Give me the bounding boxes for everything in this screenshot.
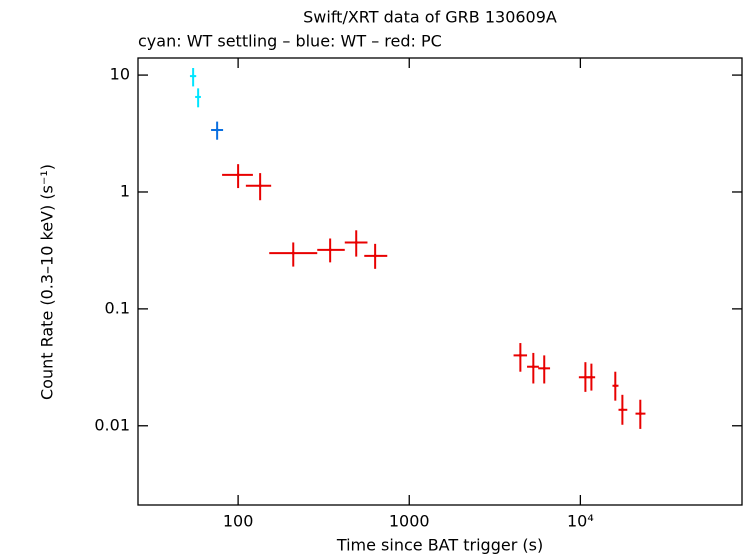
data-point — [328, 248, 332, 252]
data-point — [258, 184, 262, 188]
plot-frame — [137, 57, 743, 506]
data-point — [638, 412, 642, 416]
data-point — [589, 375, 593, 379]
data-point — [613, 384, 617, 388]
y-axis-label: Count Rate (0.3–10 keV) (s⁻¹) — [38, 164, 57, 400]
data-point — [236, 173, 240, 177]
data-point — [620, 408, 624, 412]
x-tick-label: 100 — [223, 512, 254, 531]
chart-subtitle: cyan: WT settling – blue: WT – red: PC — [138, 32, 442, 51]
x-tick-label: 10⁴ — [567, 512, 594, 531]
data-point — [373, 254, 377, 258]
data-point — [191, 74, 195, 78]
x-tick-label: 1000 — [389, 512, 430, 531]
data-point — [196, 95, 200, 99]
x-axis-label: Time since BAT trigger (s) — [336, 536, 543, 555]
data-point — [583, 375, 587, 379]
y-tick-label: 10 — [110, 65, 130, 84]
data-point — [215, 128, 219, 132]
data-point — [542, 366, 546, 370]
y-tick-label: 1 — [120, 181, 130, 200]
y-tick-label: 0.1 — [105, 298, 130, 317]
chart-title: Swift/XRT data of GRB 130609A — [303, 8, 557, 27]
data-point — [531, 365, 535, 369]
data-point — [518, 353, 522, 357]
y-tick-label: 0.01 — [94, 415, 130, 434]
data-point — [354, 240, 358, 244]
data-point — [291, 251, 295, 255]
